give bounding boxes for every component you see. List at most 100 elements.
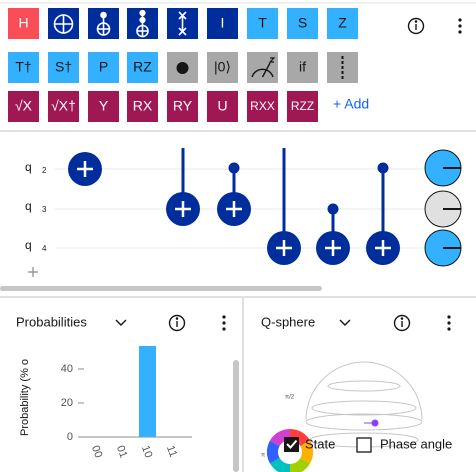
gate-ry[interactable] — [167, 91, 198, 122]
bars — [139, 346, 156, 437]
panel-title: Q-sphere — [261, 314, 315, 329]
plot: 0 20 40 00 01 10 11 — [61, 346, 179, 460]
gate-label: I — [221, 15, 225, 31]
gate-icon — [136, 9, 149, 38]
target-plus — [77, 161, 93, 177]
scrollbar[interactable] — [233, 360, 239, 472]
gate-sxdg[interactable] — [48, 91, 79, 122]
target-plus — [375, 240, 391, 256]
qubit-index: 3 — [42, 205, 47, 214]
probabilities-panel: Probabilities Probability (% o 0 20 40 00 01… — [16, 314, 239, 472]
control-dots — [228, 162, 389, 215]
y-tick-label: 0 — [67, 431, 73, 443]
gate-label: RXX — [250, 99, 275, 113]
checkbox-label: Phase angle — [380, 436, 452, 451]
gate-label: RZZ — [291, 99, 314, 113]
phase-label: π — [261, 453, 265, 459]
qubit-index: 4 — [42, 244, 47, 253]
phase-label: π/2 — [285, 395, 295, 401]
x-tick-label: 01 — [114, 444, 129, 460]
add-gate-link[interactable]: + Add — [333, 96, 369, 112]
gate-z[interactable] — [327, 8, 358, 39]
target-plus — [175, 201, 191, 217]
gate-s[interactable] — [287, 8, 318, 39]
gate-icon — [176, 62, 189, 74]
info-icon[interactable] — [393, 314, 411, 332]
gate-tdg[interactable] — [8, 52, 39, 83]
gate-label: P — [99, 59, 108, 75]
panel-title: Probabilities — [16, 314, 87, 329]
circuit: q 2 q 3 q 4 — [0, 148, 462, 291]
gate-i[interactable] — [207, 8, 238, 39]
checkbox-label: State — [305, 436, 335, 451]
gate-sdg[interactable] — [48, 52, 79, 83]
targets — [68, 152, 400, 265]
gate-label: |0⟩ — [214, 59, 231, 75]
gate-label: H — [18, 15, 28, 31]
gate-sx[interactable] — [8, 91, 39, 122]
gate-label: U — [217, 98, 227, 114]
gate-label: √X† — [51, 98, 76, 114]
qubit-name: q — [25, 160, 32, 174]
gate-reset[interactable] — [207, 52, 238, 83]
gate-t[interactable] — [247, 8, 278, 39]
qubit-index: 2 — [42, 166, 47, 175]
qubit-name: q — [25, 238, 32, 252]
gate-p[interactable] — [88, 52, 119, 83]
qsphere-panel: Q-sphere π/2 π State Phase angle — [261, 314, 452, 472]
scrollbar[interactable] — [0, 286, 322, 291]
gate-rxx[interactable] — [247, 91, 278, 122]
y-tick-label: 40 — [61, 363, 73, 375]
gate-measure[interactable] — [247, 52, 278, 83]
gate-label: S† — [55, 59, 72, 75]
gate-label: RY — [173, 98, 193, 114]
gate-icon — [53, 14, 74, 34]
y-tick-label: 20 — [61, 397, 73, 409]
gate-label: T† — [15, 59, 31, 75]
target-plus — [325, 240, 341, 256]
x-tick-label: 00 — [89, 444, 104, 460]
dropdown-chevron[interactable] — [339, 319, 351, 326]
y-axis-label: Probability (% o — [19, 359, 31, 436]
palette-row: √X √X† Y RX RY U RXX RZZ + Add — [8, 91, 369, 122]
gate-rz[interactable] — [127, 52, 158, 83]
overflow-menu[interactable] — [447, 315, 451, 331]
dropdown-chevron[interactable] — [115, 319, 127, 326]
palette-row: H I T S Z — [8, 8, 462, 39]
target-plus — [226, 201, 242, 217]
gate-label: Z — [338, 15, 347, 31]
gate-label: if — [299, 59, 306, 75]
info-icon[interactable] — [407, 17, 425, 35]
gate-rx[interactable] — [127, 91, 158, 122]
add-qubit[interactable] — [28, 267, 38, 277]
gate-label: √X — [15, 98, 33, 114]
gate-label: Y — [99, 98, 109, 114]
gate-label: RZ — [133, 59, 152, 75]
qubit-name: q — [25, 199, 32, 213]
checkmark — [286, 439, 298, 449]
overflow-menu[interactable] — [458, 18, 462, 34]
qubit-states — [424, 149, 462, 267]
target-plus — [276, 240, 292, 256]
palette-row: T† S† P RZ |0⟩ if — [8, 52, 358, 83]
gate-u[interactable] — [207, 91, 238, 122]
overflow-menu[interactable] — [222, 315, 226, 331]
x-tick-label: 11 — [164, 444, 179, 459]
gate-label: RX — [133, 98, 153, 114]
bar — [139, 346, 156, 437]
gate-icon — [251, 57, 276, 78]
gate-if[interactable] — [287, 52, 318, 83]
info-icon[interactable] — [168, 314, 186, 332]
phase-checkbox[interactable] — [356, 437, 372, 453]
state-checkbox[interactable] — [284, 437, 299, 452]
gate-label: T — [258, 15, 267, 31]
gate-h[interactable] — [8, 8, 39, 39]
x-tick-label: 10 — [139, 444, 154, 460]
gate-icon — [96, 11, 111, 36]
gate-label: S — [298, 15, 307, 31]
state-point — [371, 419, 379, 427]
gate-icon — [178, 11, 187, 36]
gate-rzz[interactable] — [287, 91, 318, 122]
gate-y[interactable] — [88, 91, 119, 122]
